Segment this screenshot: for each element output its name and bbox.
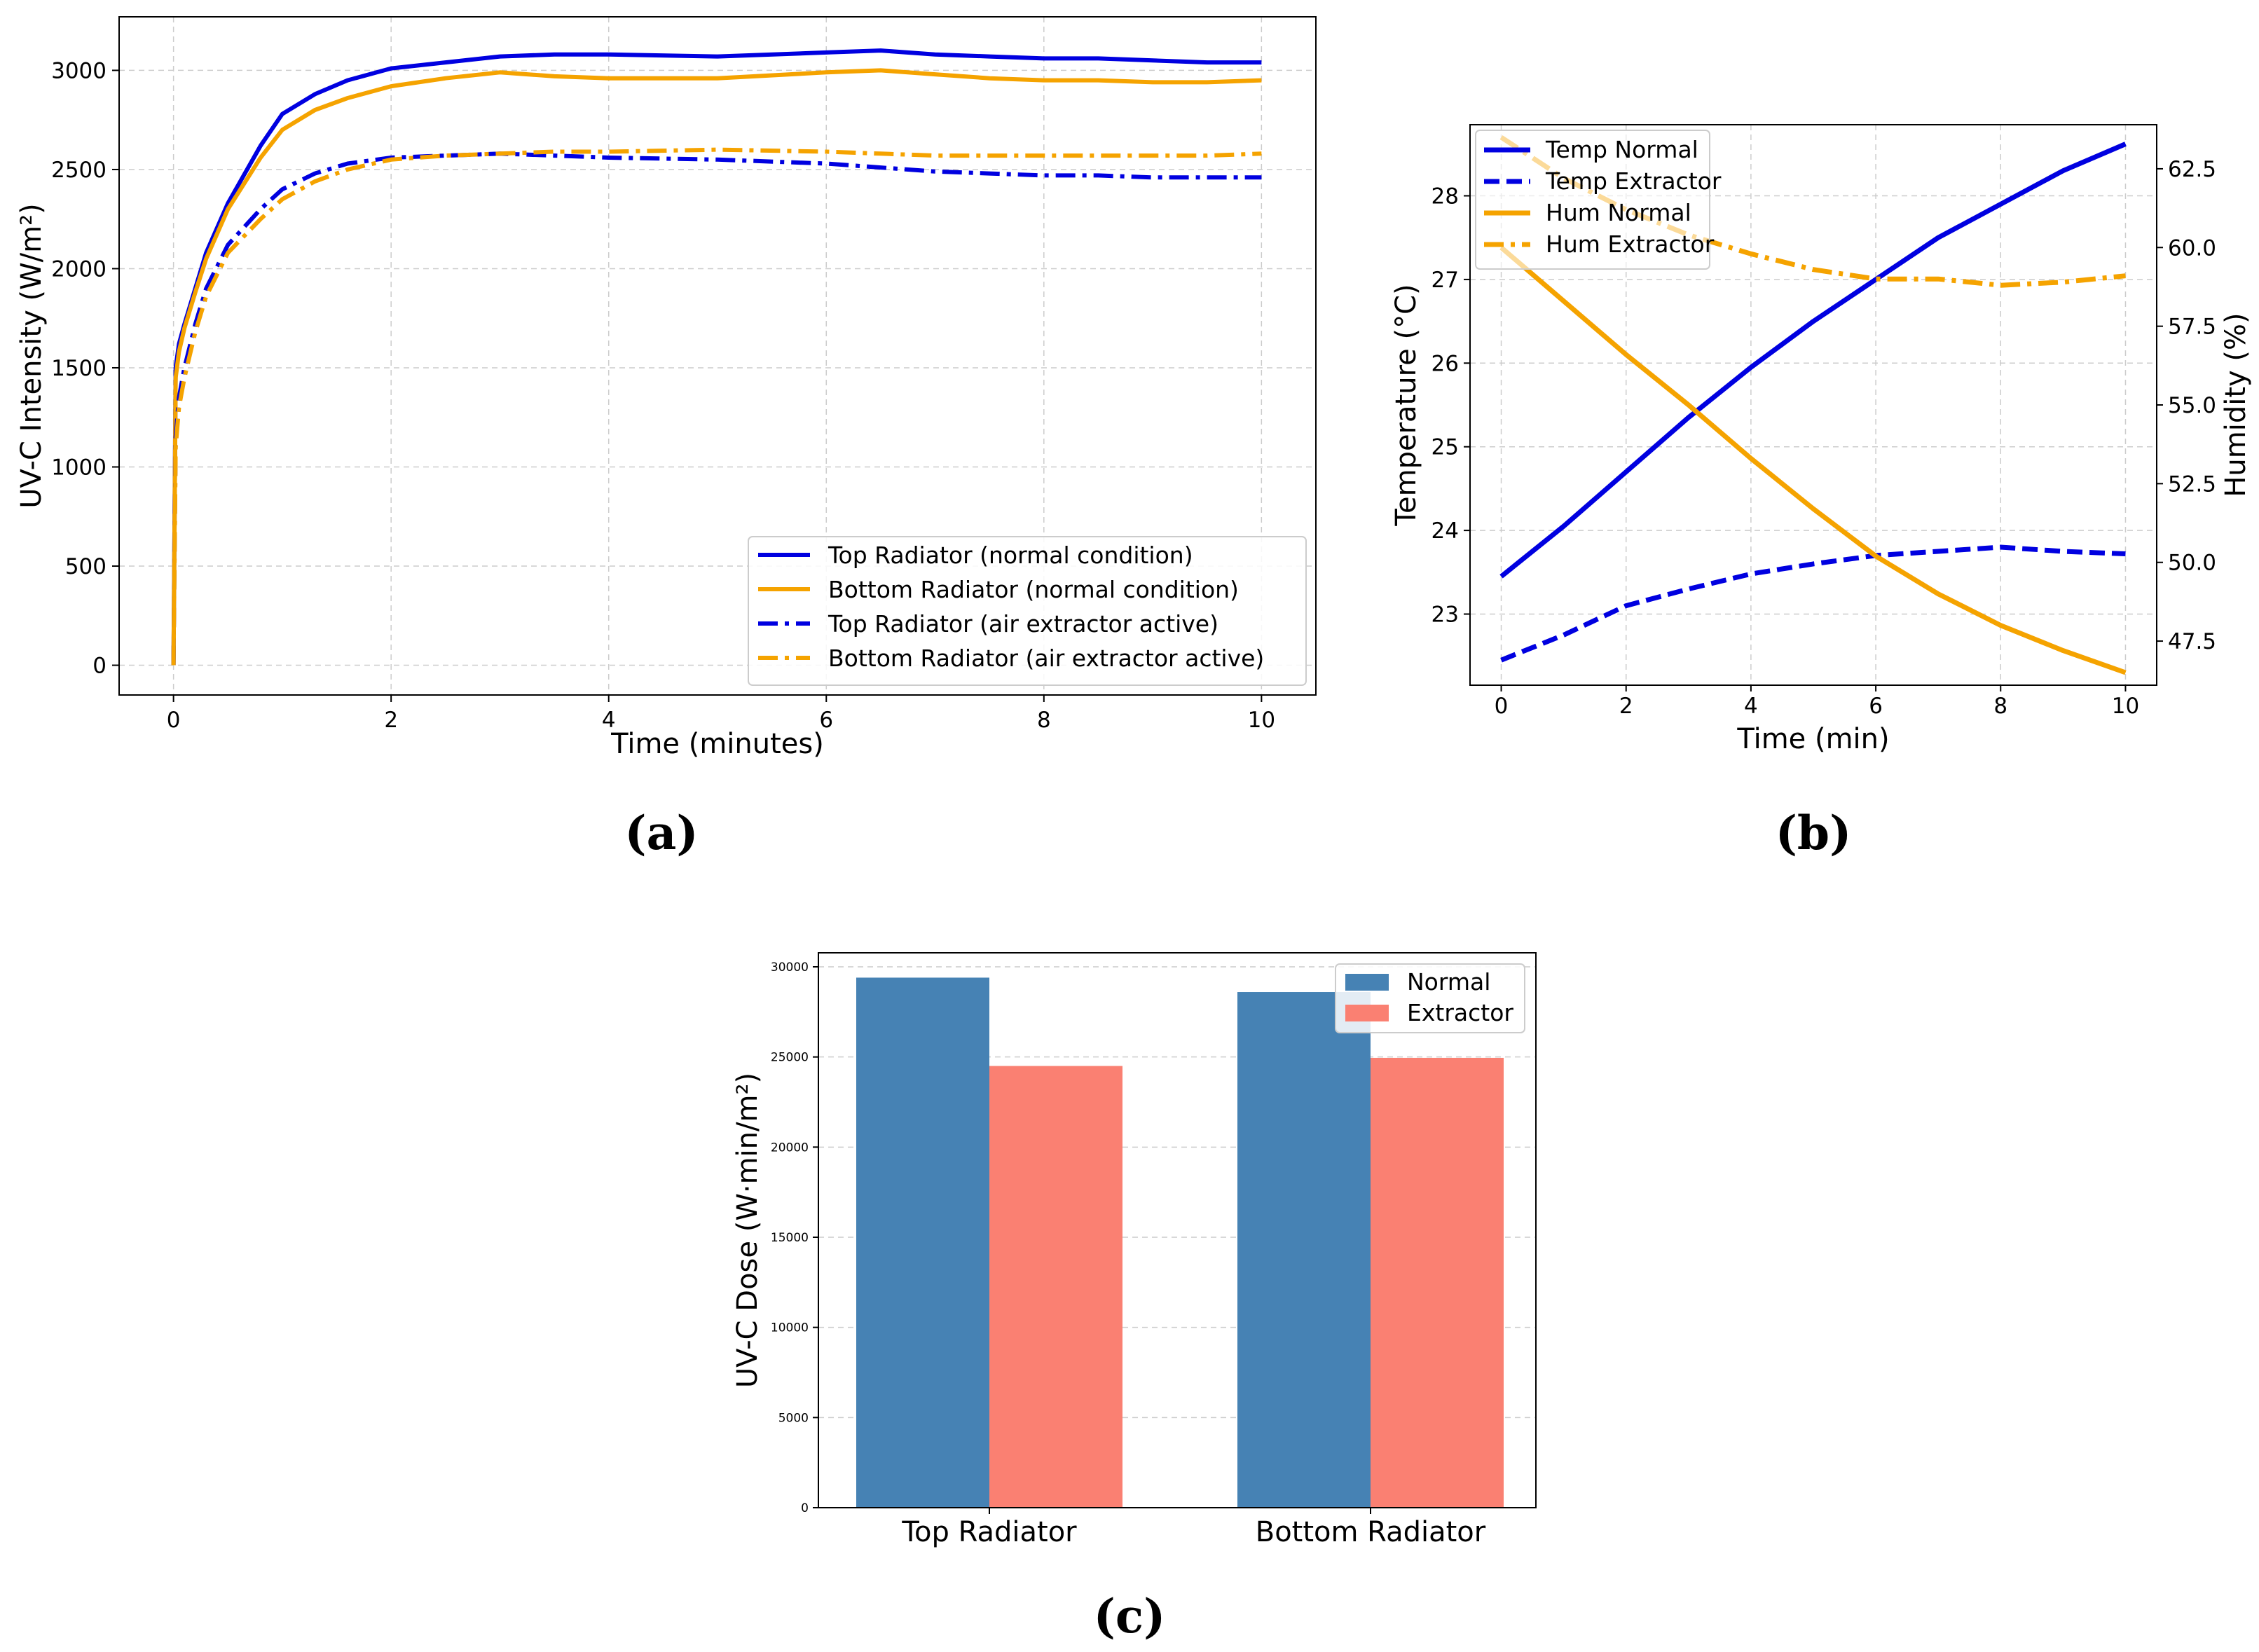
panel-a-series-lines bbox=[171, 48, 1262, 666]
panel-c-legend-swatch-1 bbox=[1345, 974, 1389, 991]
panel-a-x-tick-label: 2 bbox=[384, 708, 398, 733]
panel-b-right-y-tick-label: 55.0 bbox=[2168, 393, 2216, 418]
panel-c-legend: Normal Extractor bbox=[1335, 963, 1525, 1033]
panel-a-x-ticks: 0 2 4 6 8 10 bbox=[167, 695, 1275, 733]
panel-c-y-tick-label: 25000 bbox=[771, 1051, 809, 1065]
panel-c-bar-extractor-1 bbox=[989, 1066, 1122, 1508]
panel-b-series-line-2 bbox=[1500, 544, 2126, 663]
panel-a-series-line-2 bbox=[171, 68, 1262, 666]
panel-b-grid bbox=[1470, 125, 2157, 685]
panel-a-y-tick-label: 3000 bbox=[51, 58, 107, 83]
panel-c-bar-chart: Top Radiator Bottom Radiator 0 5000 10000 15… bbox=[732, 952, 1537, 1644]
panel-a-series-line-4 bbox=[171, 147, 1262, 666]
panel-c-legend-label-2: Extractor bbox=[1407, 999, 1513, 1026]
panel-b-x-tick-label: 4 bbox=[1744, 694, 1758, 719]
panel-c-y-tick-label: 15000 bbox=[771, 1231, 809, 1245]
panel-a-y-axis-label: UV-C Intensity (W/m²) bbox=[15, 203, 48, 508]
panel-b-left-y-tick-label: 23 bbox=[1431, 603, 1459, 628]
panel-a-legend-label-3: Top Radiator (air extractor active) bbox=[828, 610, 1218, 638]
panel-b-left-y-tick-label: 24 bbox=[1431, 518, 1459, 544]
panel-b-x-tick-label: 6 bbox=[1869, 694, 1883, 719]
panel-a-x-tick-label: 10 bbox=[1248, 708, 1275, 733]
panel-a-y-tick-label: 0 bbox=[92, 654, 107, 679]
panel-b-x-tick-label: 10 bbox=[2112, 694, 2139, 719]
panel-c-label: (c) bbox=[1094, 1589, 1166, 1644]
panel-a-x-tick-label: 8 bbox=[1037, 708, 1051, 733]
panel-c-y-tick-label: 20000 bbox=[771, 1141, 809, 1155]
panel-b-x-tick-label: 2 bbox=[1619, 694, 1633, 719]
panel-b-left-y-ticks: 23 24 25 26 27 28 bbox=[1431, 184, 1470, 628]
panel-b-x-tick-label: 0 bbox=[1495, 694, 1509, 719]
panel-a-x-axis-label: Time (minutes) bbox=[610, 728, 824, 760]
panel-a-y-tick-label: 2000 bbox=[51, 256, 107, 282]
panel-a-y-tick-label: 500 bbox=[65, 554, 107, 579]
panel-b-left-y-tick-label: 27 bbox=[1431, 268, 1459, 293]
panel-a-y-tick-label: 1000 bbox=[51, 455, 107, 481]
panel-b-left-y-tick-label: 25 bbox=[1431, 435, 1459, 460]
panel-c-x-tick-label: Bottom Radiator bbox=[1256, 1516, 1486, 1548]
panel-c-y-axis-label: UV-C Dose (W·min/m²) bbox=[732, 1073, 764, 1388]
panel-a-legend-label-4: Bottom Radiator (air extractor active) bbox=[828, 645, 1264, 672]
panel-a-legend-label-2: Bottom Radiator (normal condition) bbox=[828, 576, 1239, 603]
panel-b-right-y-tick-label: 50.0 bbox=[2168, 551, 2216, 576]
panel-c-y-tick-label: 0 bbox=[801, 1501, 809, 1515]
panel-c-bars bbox=[856, 977, 1504, 1508]
panel-c-y-tick-label: 5000 bbox=[778, 1411, 809, 1425]
panel-c-y-ticks: 0 5000 10000 15000 20000 25000 30000 bbox=[771, 961, 818, 1515]
panel-c-legend-label-1: Normal bbox=[1407, 968, 1490, 996]
panel-b-label: (b) bbox=[1776, 806, 1852, 860]
panel-c-x-tick-label: Top Radiator bbox=[901, 1516, 1077, 1548]
panel-a-y-tick-label: 2500 bbox=[51, 158, 107, 183]
panel-b-right-y-tick-label: 60.0 bbox=[2168, 235, 2216, 261]
panel-b-right-y-tick-label: 47.5 bbox=[2168, 629, 2216, 654]
panel-b-x-ticks: 0 2 4 6 8 10 bbox=[1495, 685, 2139, 719]
panel-b-legend-label-2: Temp Extractor bbox=[1545, 167, 1722, 195]
panel-b-legend: Temp Normal Temp Extractor Hum Normal Hum E… bbox=[1475, 130, 1722, 270]
panel-b-left-y-axis-label: Temperature (°C) bbox=[1390, 284, 1422, 526]
panel-b-legend-label-4: Hum Extractor bbox=[1546, 230, 1715, 258]
panel-c-bar-normal-2 bbox=[1237, 992, 1371, 1508]
panel-b-series-line-1 bbox=[1499, 142, 2127, 579]
panel-b-right-y-axis-label: Humidity (%) bbox=[2220, 312, 2252, 497]
panel-b-series-line-3 bbox=[1499, 245, 2127, 675]
panel-b-x-axis-label: Time (min) bbox=[1736, 723, 1889, 755]
panel-a-y-ticks: 0 500 1000 1500 2000 2500 3000 bbox=[51, 58, 119, 679]
panel-a-x-tick-label: 6 bbox=[819, 708, 833, 733]
panel-c-y-tick-label: 10000 bbox=[771, 1321, 809, 1335]
panel-b-left-y-tick-label: 26 bbox=[1431, 351, 1459, 376]
panel-a-grid bbox=[119, 17, 1316, 695]
panel-b-legend-label-1: Temp Normal bbox=[1545, 136, 1698, 163]
panel-a-legend: Top Radiator (normal condition) Bottom Ra… bbox=[748, 536, 1307, 686]
panel-a-legend-label-1: Top Radiator (normal condition) bbox=[828, 542, 1193, 569]
panel-c-frame bbox=[818, 952, 1537, 1508]
panel-b-x-tick-label: 8 bbox=[1993, 694, 2007, 719]
panel-c-y-tick-label: 30000 bbox=[771, 961, 809, 975]
panel-a-line-chart: 0 2 4 6 8 10 0 500 1000 1500 2000 2500 3000 Time (m… bbox=[15, 16, 1317, 860]
panel-a-x-tick-label: 4 bbox=[602, 708, 616, 733]
panel-b-right-y-tick-label: 52.5 bbox=[2168, 471, 2216, 497]
panel-a-series-line-3 bbox=[171, 151, 1262, 666]
panel-a-x-tick-label: 0 bbox=[167, 708, 181, 733]
panel-a-y-tick-label: 1500 bbox=[51, 356, 107, 381]
panel-b-left-y-tick-label: 28 bbox=[1431, 184, 1459, 209]
panel-c-x-ticks: Top Radiator Bottom Radiator bbox=[901, 1508, 1486, 1548]
panel-b-right-y-tick-label: 62.5 bbox=[2168, 157, 2216, 182]
panel-c-legend-swatch-2 bbox=[1345, 1005, 1389, 1021]
panel-a-label: (a) bbox=[624, 806, 698, 860]
panel-c-bar-normal-1 bbox=[856, 977, 989, 1508]
panel-b-right-y-tick-label: 57.5 bbox=[2168, 315, 2216, 340]
panel-b-right-y-ticks: 47.5 50.0 52.5 55.0 57.5 60.0 62.5 bbox=[2157, 157, 2216, 654]
panel-c-bar-extractor-2 bbox=[1371, 1057, 1504, 1508]
panel-a-frame bbox=[118, 16, 1317, 696]
panel-b-legend-label-3: Hum Normal bbox=[1546, 199, 1691, 226]
